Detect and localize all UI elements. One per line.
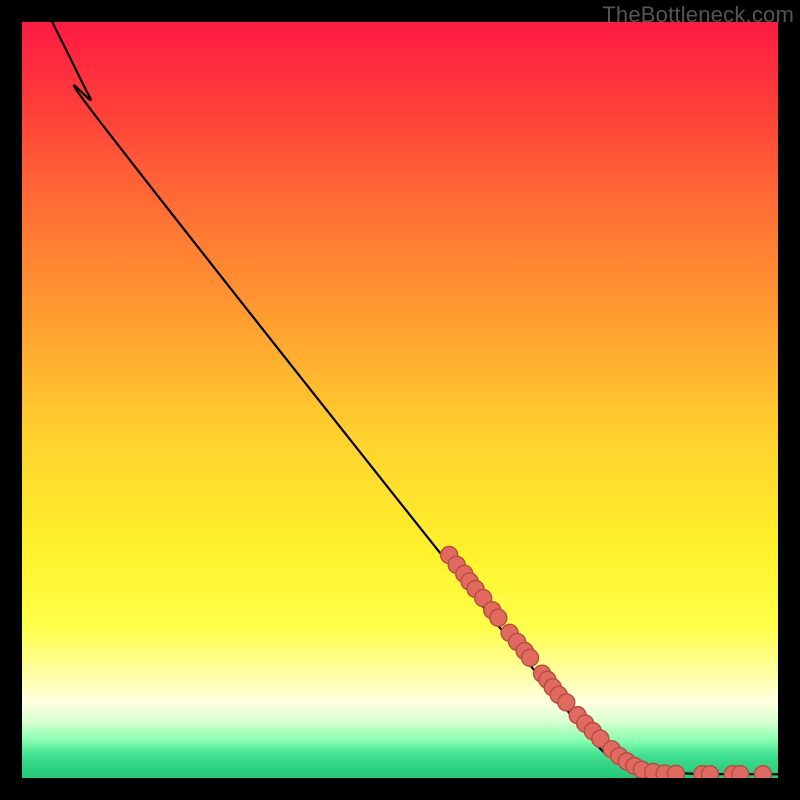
watermark-text: TheBottleneck.com bbox=[602, 2, 794, 28]
gradient-background bbox=[22, 22, 778, 778]
chart-frame: TheBottleneck.com bbox=[0, 0, 800, 800]
chart-svg bbox=[22, 22, 778, 778]
data-marker bbox=[490, 609, 507, 626]
data-marker bbox=[701, 766, 718, 778]
data-marker bbox=[667, 765, 684, 778]
plot-area bbox=[22, 22, 778, 778]
data-marker bbox=[522, 649, 539, 666]
data-marker bbox=[754, 766, 771, 778]
data-marker bbox=[732, 766, 749, 778]
